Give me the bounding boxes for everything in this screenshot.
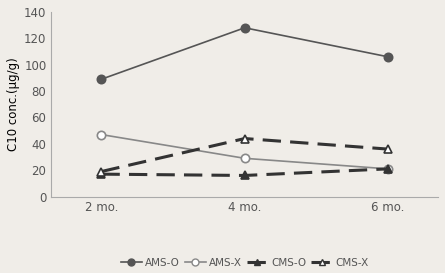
AMS-X [242, 157, 247, 160]
Legend: AMS-O, AMS-X, CMS-O, CMS-X: AMS-O, AMS-X, CMS-O, CMS-X [117, 253, 373, 272]
Line: CMS-O: CMS-O [97, 165, 392, 180]
CMS-X [242, 137, 247, 140]
Line: CMS-X: CMS-X [97, 134, 392, 176]
AMS-O [99, 78, 104, 81]
AMS-X [385, 167, 391, 171]
Y-axis label: C10 conc.(μg/g): C10 conc.(μg/g) [7, 57, 20, 151]
CMS-X [385, 147, 391, 151]
CMS-O [242, 174, 247, 177]
Line: AMS-O: AMS-O [97, 23, 392, 83]
CMS-O [99, 173, 104, 176]
CMS-X [99, 170, 104, 173]
AMS-O [385, 55, 391, 58]
CMS-O [385, 167, 391, 171]
Line: AMS-X: AMS-X [97, 130, 392, 173]
AMS-O [242, 26, 247, 29]
AMS-X [99, 133, 104, 136]
